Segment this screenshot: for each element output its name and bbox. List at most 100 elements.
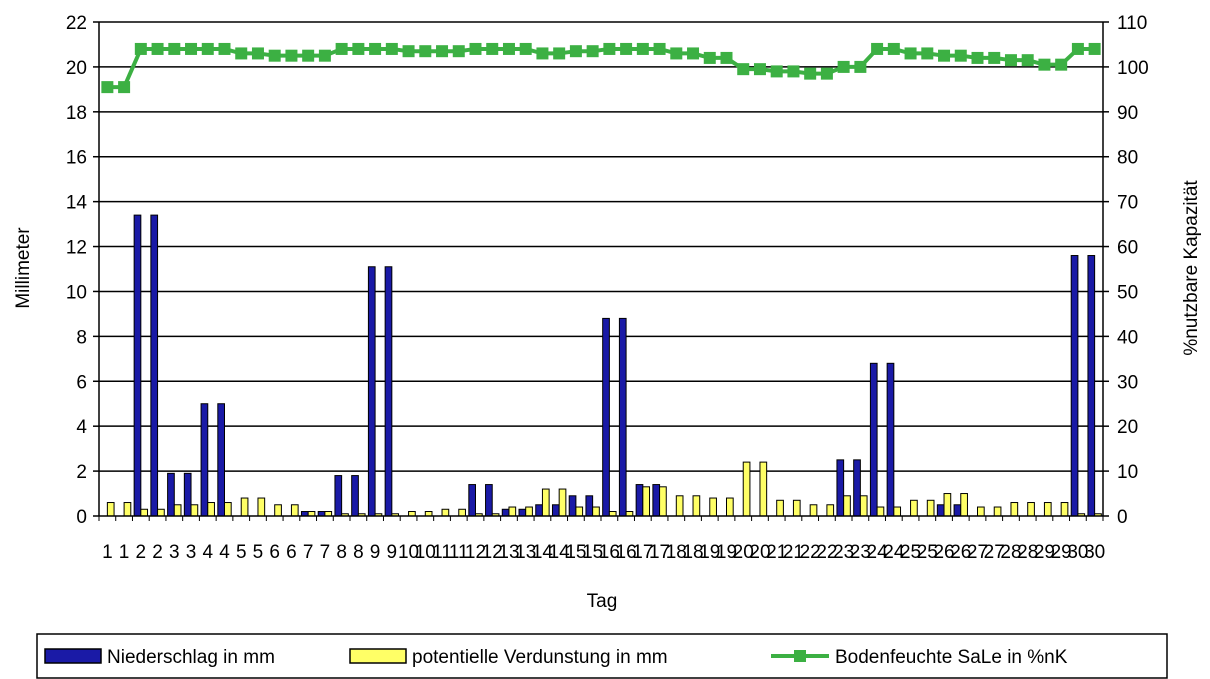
- legend-label-niederschlag: Niederschlag in mm: [107, 647, 275, 668]
- bar-verdunstung: [1043, 502, 1052, 517]
- bar-verdunstung: [190, 504, 199, 517]
- bar-verdunstung: [541, 488, 550, 517]
- bodenfeuchte-point: [536, 47, 549, 60]
- bodenfeuchte-point: [703, 51, 716, 64]
- bodenfeuchte-point: [988, 51, 1001, 64]
- bar-niederschlag: [602, 317, 610, 517]
- bar-verdunstung: [709, 497, 717, 517]
- y2-tick-label: 80: [1117, 148, 1138, 169]
- bar-niederschlag: [468, 484, 477, 517]
- y2-tick-label: 100: [1117, 58, 1149, 79]
- y-tick-label: 0: [76, 507, 87, 528]
- bar-niederschlag: [551, 504, 560, 517]
- bar-niederschlag: [133, 214, 142, 517]
- x-tick-label: 15: [582, 542, 603, 563]
- bar-niederschlag: [886, 362, 895, 517]
- x-tick-label: 5: [253, 542, 264, 563]
- bar-niederschlag: [167, 472, 175, 517]
- bar-verdunstung: [157, 508, 165, 517]
- x-axis-title: Tag: [587, 591, 618, 612]
- bar-niederschlag: [853, 459, 861, 517]
- y2-tick-label: 0: [1117, 507, 1128, 528]
- x-tick-label: 18: [682, 542, 703, 563]
- bodenfeuchte-point: [285, 49, 298, 62]
- bar-niederschlag: [485, 484, 493, 517]
- bodenfeuchte-point: [820, 67, 833, 80]
- gridlines: [99, 21, 1103, 472]
- x-tick-label: 3: [186, 542, 197, 563]
- bar-niederschlag: [351, 475, 359, 517]
- x-tick-label: 21: [783, 542, 804, 563]
- x-tick-label: 3: [169, 542, 180, 563]
- bar-verdunstung: [659, 486, 667, 517]
- bodenfeuchte-point: [636, 42, 649, 55]
- x-tick-label: 28: [1017, 542, 1038, 563]
- bar-niederschlag: [1070, 255, 1079, 517]
- x-tick-label: 27: [984, 542, 1005, 563]
- bar-verdunstung: [240, 497, 249, 517]
- bodenfeuchte-point: [469, 42, 482, 55]
- y-tick-label: 4: [76, 417, 87, 438]
- bar-verdunstung: [692, 495, 701, 517]
- x-tick-label: 4: [219, 542, 230, 563]
- bodenfeuchte-point: [603, 42, 616, 55]
- bar-verdunstung: [893, 506, 902, 517]
- x-tick-label: 29: [1034, 542, 1055, 563]
- legend-swatch-verdunstung: [349, 648, 407, 664]
- bar-verdunstung: [508, 506, 517, 517]
- y2-tick-label: 10: [1117, 462, 1138, 483]
- x-tick-label: 15: [565, 542, 586, 563]
- x-tick-label: 1: [102, 542, 113, 563]
- bar-verdunstung: [1060, 502, 1069, 517]
- bar-niederschlag: [568, 495, 577, 517]
- x-tick-label: 13: [498, 542, 519, 563]
- x-tick-label: 9: [370, 542, 381, 563]
- x-tick-label: 21: [766, 542, 787, 563]
- bar-verdunstung: [257, 497, 266, 517]
- x-tick-label: 11: [432, 542, 452, 563]
- bodenfeuchte-point: [369, 42, 382, 55]
- bar-niederschlag: [652, 484, 661, 517]
- y2-tick-label: 30: [1117, 372, 1138, 393]
- bar-verdunstung: [993, 506, 1002, 517]
- y-tick-label: 14: [66, 193, 88, 214]
- x-tick-label: 2: [152, 542, 163, 563]
- bar-niederschlag: [618, 317, 627, 517]
- x-tick-label: 10: [415, 542, 436, 563]
- x-tick-label: 19: [716, 542, 737, 563]
- x-tick-label: 9: [387, 542, 398, 563]
- y2-tick-label: 40: [1117, 327, 1138, 348]
- bar-verdunstung: [726, 497, 734, 517]
- legend: Niederschlag in mm potentielle Verdunstu…: [36, 633, 1168, 679]
- y-tick-label: 2: [76, 462, 87, 483]
- x-tick-label: 2: [136, 542, 147, 563]
- bar-verdunstung: [123, 502, 132, 517]
- bodenfeuchte-point: [151, 42, 164, 55]
- bar-verdunstung: [106, 502, 115, 517]
- x-tick-label: 16: [616, 542, 637, 563]
- x-tick-label: 6: [269, 542, 280, 563]
- legend-swatch-niederschlag: [44, 648, 102, 664]
- x-tick-label: 14: [549, 542, 571, 563]
- bodenfeuchte-point: [402, 45, 415, 58]
- legend-box: [36, 633, 1168, 679]
- x-tick-label: 7: [303, 542, 314, 563]
- x-tick-label: 17: [632, 542, 653, 563]
- bodenfeuchte-point: [854, 60, 867, 73]
- x-tick-label: 30: [1084, 542, 1105, 563]
- bodenfeuchte-point: [1038, 58, 1051, 71]
- x-tick-label: 26: [933, 542, 954, 563]
- bar-verdunstung: [1010, 502, 1019, 517]
- bar-verdunstung: [859, 495, 868, 517]
- x-tick-label: 28: [1000, 542, 1021, 563]
- x-tick-label: 7: [320, 542, 331, 563]
- bodenfeuchte-point: [837, 60, 850, 73]
- y-tick-label: 16: [66, 148, 87, 169]
- bodenfeuchte-point: [218, 42, 231, 55]
- bodenfeuchte-point: [787, 65, 800, 78]
- y2-axis-title: %nutzbare Kapazität: [1181, 180, 1202, 356]
- bar-niederschlag: [635, 484, 644, 517]
- x-tick-label: 24: [883, 542, 905, 563]
- bodenfeuchte-point: [553, 47, 566, 60]
- bodenfeuchte-point: [502, 42, 515, 55]
